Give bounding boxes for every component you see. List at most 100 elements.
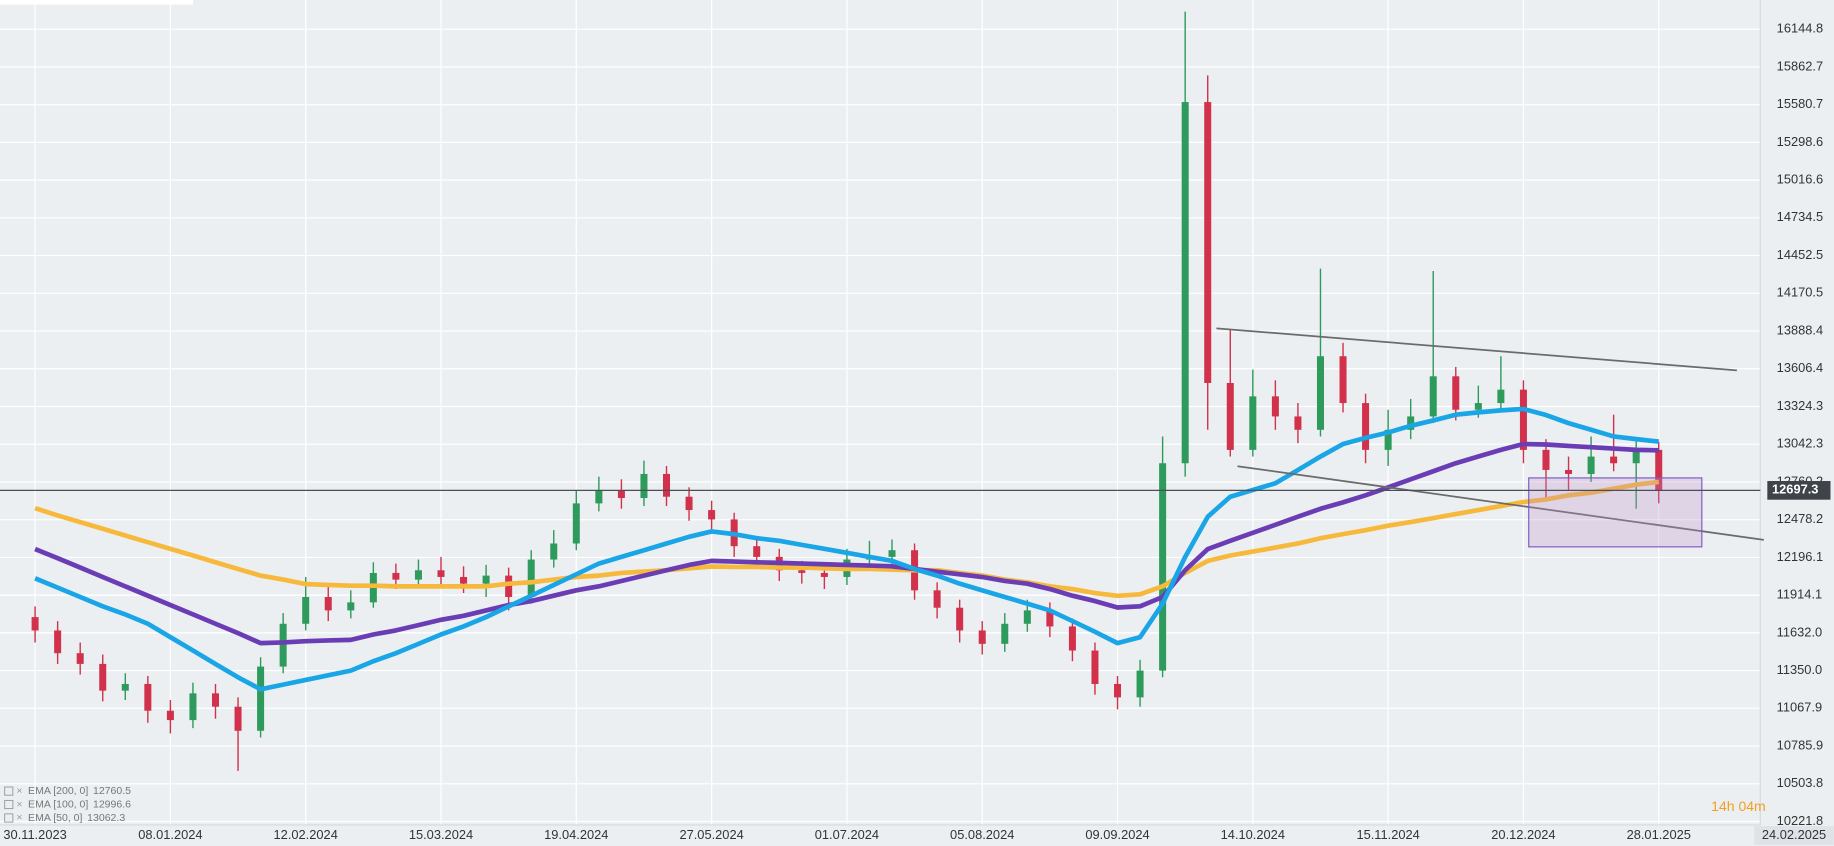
candle-body (550, 543, 558, 560)
candle-body (663, 473, 671, 497)
legend-entry: EMA [50, 0] 13062.3 (28, 812, 125, 824)
candle-body (595, 490, 603, 504)
candle-body (437, 570, 445, 577)
candle-body (888, 550, 896, 557)
candle-body (1497, 389, 1505, 404)
candle-body (1181, 102, 1189, 464)
candle-body (617, 490, 625, 499)
candle-body (1271, 396, 1279, 417)
candle-body (572, 503, 580, 544)
candle-body (1384, 429, 1392, 450)
candle-body (121, 683, 129, 691)
candle-body (302, 597, 310, 624)
y-tick-label: 16144.8 (1777, 21, 1823, 36)
x-tick-label: 08.01.2024 (138, 827, 202, 842)
candle-body (324, 597, 332, 611)
candle-body (527, 559, 535, 598)
candle-body (1452, 376, 1460, 410)
candle-body (99, 663, 107, 691)
y-tick-label: 15298.6 (1777, 134, 1823, 149)
legend-icon (4, 813, 14, 823)
ema-line (34, 406, 1660, 692)
candle-body (1565, 469, 1573, 474)
y-tick-label: 14452.5 (1777, 247, 1823, 262)
countdown: 14h 04m (1711, 798, 1766, 814)
legend-value: 12760.5 (93, 785, 131, 797)
toolbar-strip (0, 0, 193, 5)
candle-body (1091, 650, 1099, 684)
y-tick-label: 13888.4 (1777, 322, 1823, 337)
candle-body (414, 570, 422, 580)
y-tick-label: 12478.2 (1777, 511, 1823, 526)
x-tick-label: 05.08.2024 (950, 827, 1014, 842)
y-tick-label: 10221.8 (1777, 813, 1823, 828)
trendline (1237, 465, 1764, 541)
legend-entry: EMA [200, 0] 12760.5 (28, 785, 131, 797)
candle-body (1407, 416, 1415, 430)
x-tick-label: 01.07.2024 (815, 827, 879, 842)
candle-body (76, 653, 84, 664)
y-tick-label: 11632.0 (1777, 624, 1823, 639)
candle-body (392, 572, 400, 580)
candle-body (460, 576, 468, 584)
y-tick-label: 15580.7 (1777, 96, 1823, 111)
x-tick-label: 15.11.2024 (1356, 827, 1419, 842)
legend: × EMA [200, 0] 12760.5 × EMA [100, 0] 12996.6… (4, 785, 131, 824)
candle-body (640, 473, 648, 499)
candle-body (54, 630, 62, 654)
candle-body (820, 572, 828, 577)
candle-body (189, 693, 197, 721)
x-tick-label: 30.11.2023 (3, 827, 66, 842)
zone-rectangle (1528, 477, 1703, 548)
legend-name: EMA [50, 0] (28, 812, 82, 824)
y-tick-label: 14734.5 (1777, 209, 1823, 224)
candle-body (708, 510, 716, 520)
candle-body (1204, 102, 1212, 383)
candle-body (1114, 683, 1122, 698)
candle-body (482, 575, 490, 584)
y-tick-label: 13324.3 (1777, 398, 1823, 413)
legend-value: 12996.6 (93, 798, 131, 810)
legend-name: EMA [200, 0] (28, 785, 88, 797)
legend-entry: EMA [100, 0] 12996.6 (28, 798, 131, 810)
x-tick-label: 15.03.2024 (409, 827, 473, 842)
candle-body (234, 706, 242, 731)
candle-body (1339, 356, 1347, 404)
y-tick-label: 12196.1 (1777, 549, 1823, 564)
legend-icon (4, 786, 14, 796)
legend-close: × (16, 812, 22, 824)
x-tick-label: 14.10.2024 (1221, 827, 1285, 842)
x-tick-label: 19.04.2024 (544, 827, 608, 842)
legend-value: 13062.3 (87, 812, 125, 824)
y-tick-label: 15862.7 (1777, 58, 1823, 73)
candle-body (1023, 610, 1031, 624)
legend-name: EMA [100, 0] (28, 798, 88, 810)
x-tick-label: 09.09.2024 (1085, 827, 1149, 842)
y-tick-label: 13042.3 (1777, 436, 1823, 451)
legend-close: × (16, 798, 22, 810)
candle-body (166, 710, 174, 721)
candle-body (1159, 463, 1167, 671)
candle-body (1046, 610, 1054, 627)
candle-body (211, 693, 220, 707)
candle-body (956, 607, 964, 631)
y-tick-label: 11067.9 (1777, 700, 1823, 715)
ema-line (34, 479, 1660, 599)
candle-body (144, 683, 152, 711)
candle-body (1429, 376, 1437, 417)
candle-body (1316, 356, 1324, 430)
candle-body (753, 546, 761, 557)
candle-body (1068, 626, 1076, 651)
candle-body (1519, 389, 1527, 450)
candle-body (505, 575, 513, 598)
candle-body (347, 602, 355, 611)
axes: 10221.8 10503.8 10785.9 11067.9 11350.0 11632… (0, 21, 1834, 845)
candle-body (1587, 456, 1595, 474)
x-tick-label: 27.05.2024 (679, 827, 743, 842)
x-tick-label: 24.02.2025 (1762, 827, 1826, 842)
candle-body (685, 496, 693, 511)
y-tick-label: 15016.6 (1777, 172, 1823, 187)
legend-icon (4, 799, 14, 810)
